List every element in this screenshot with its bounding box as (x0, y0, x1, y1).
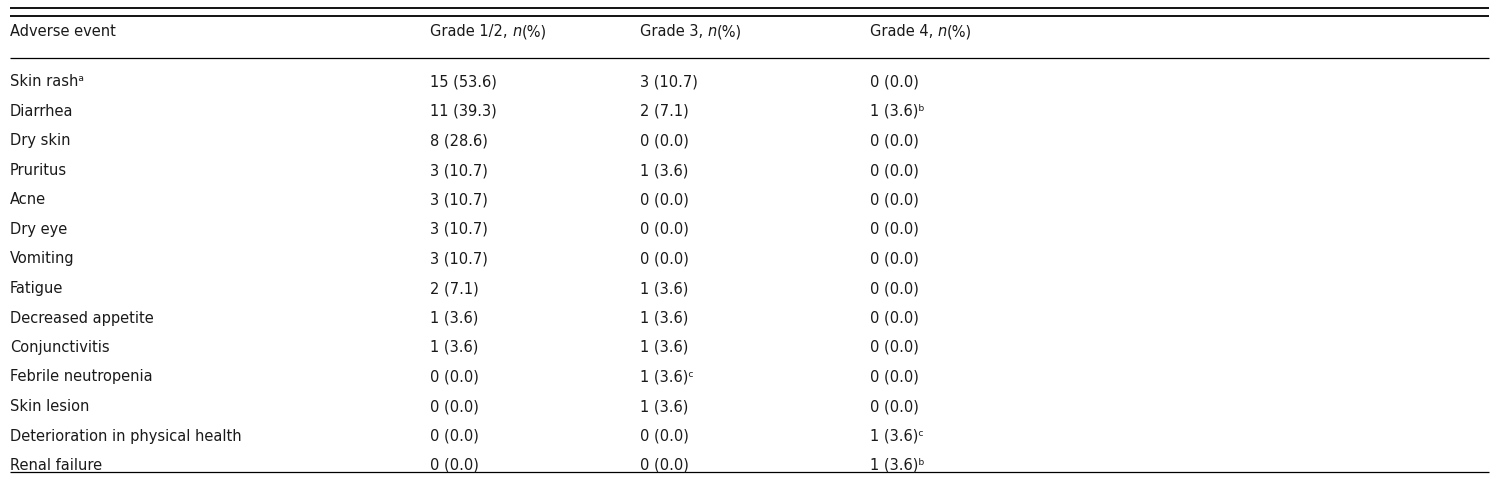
Text: Deterioration in physical health: Deterioration in physical health (10, 429, 241, 444)
Text: 1 (3.6)ᵇ: 1 (3.6)ᵇ (869, 104, 925, 119)
Text: Conjunctivitis: Conjunctivitis (10, 340, 109, 355)
Text: 0 (0.0): 0 (0.0) (869, 399, 919, 414)
Text: 8 (28.6): 8 (28.6) (430, 133, 487, 148)
Text: Febrile neutropenia: Febrile neutropenia (10, 370, 153, 384)
Text: 0 (0.0): 0 (0.0) (869, 192, 919, 207)
Text: Grade 1/2,: Grade 1/2, (430, 24, 513, 39)
Text: 1 (3.6): 1 (3.6) (430, 311, 478, 325)
Text: n: n (513, 24, 522, 39)
Text: 1 (3.6): 1 (3.6) (640, 340, 688, 355)
Text: 0 (0.0): 0 (0.0) (869, 74, 919, 89)
Text: Acne: Acne (10, 192, 46, 207)
Text: Diarrhea: Diarrhea (10, 104, 73, 119)
Text: 0 (0.0): 0 (0.0) (430, 429, 478, 444)
Text: 0 (0.0): 0 (0.0) (430, 458, 478, 473)
Text: 3 (10.7): 3 (10.7) (430, 163, 487, 178)
Text: 15 (53.6): 15 (53.6) (430, 74, 496, 89)
Text: Grade 4,: Grade 4, (869, 24, 938, 39)
Text: Skin rashᵃ: Skin rashᵃ (10, 74, 84, 89)
Text: (%): (%) (717, 24, 742, 39)
Text: Pruritus: Pruritus (10, 163, 67, 178)
Text: Adverse event: Adverse event (10, 24, 115, 39)
Text: 0 (0.0): 0 (0.0) (869, 163, 919, 178)
Text: 0 (0.0): 0 (0.0) (869, 340, 919, 355)
Text: 3 (10.7): 3 (10.7) (430, 252, 487, 266)
Text: 3 (10.7): 3 (10.7) (430, 192, 487, 207)
Text: 2 (7.1): 2 (7.1) (640, 104, 688, 119)
Text: 1 (3.6): 1 (3.6) (640, 281, 688, 296)
Text: 1 (3.6): 1 (3.6) (430, 340, 478, 355)
Text: 0 (0.0): 0 (0.0) (869, 252, 919, 266)
Text: (%): (%) (522, 24, 547, 39)
Text: 3 (10.7): 3 (10.7) (430, 222, 487, 237)
Text: 0 (0.0): 0 (0.0) (640, 252, 690, 266)
Text: Fatigue: Fatigue (10, 281, 63, 296)
Text: 1 (3.6)ᵇ: 1 (3.6)ᵇ (869, 458, 925, 473)
Text: Vomiting: Vomiting (10, 252, 75, 266)
Text: 3 (10.7): 3 (10.7) (640, 74, 699, 89)
Text: 0 (0.0): 0 (0.0) (640, 192, 690, 207)
Text: 0 (0.0): 0 (0.0) (640, 429, 690, 444)
Text: 11 (39.3): 11 (39.3) (430, 104, 496, 119)
Text: 0 (0.0): 0 (0.0) (869, 222, 919, 237)
Text: 0 (0.0): 0 (0.0) (869, 133, 919, 148)
Text: 1 (3.6): 1 (3.6) (640, 163, 688, 178)
Text: Renal failure: Renal failure (10, 458, 102, 473)
Text: 0 (0.0): 0 (0.0) (640, 133, 690, 148)
Text: 0 (0.0): 0 (0.0) (430, 370, 478, 384)
Text: Grade 3,: Grade 3, (640, 24, 708, 39)
Text: 0 (0.0): 0 (0.0) (640, 458, 690, 473)
Text: 1 (3.6): 1 (3.6) (640, 311, 688, 325)
Text: 0 (0.0): 0 (0.0) (869, 370, 919, 384)
Text: Skin lesion: Skin lesion (10, 399, 90, 414)
Text: 1 (3.6): 1 (3.6) (640, 399, 688, 414)
Text: (%): (%) (947, 24, 973, 39)
Text: 2 (7.1): 2 (7.1) (430, 281, 478, 296)
Text: n: n (938, 24, 947, 39)
Text: 0 (0.0): 0 (0.0) (640, 222, 690, 237)
Text: 0 (0.0): 0 (0.0) (869, 311, 919, 325)
Text: 0 (0.0): 0 (0.0) (430, 399, 478, 414)
Text: n: n (708, 24, 717, 39)
Text: 1 (3.6)ᶜ: 1 (3.6)ᶜ (869, 429, 923, 444)
Text: Dry skin: Dry skin (10, 133, 70, 148)
Text: Decreased appetite: Decreased appetite (10, 311, 154, 325)
Text: 0 (0.0): 0 (0.0) (869, 281, 919, 296)
Text: Dry eye: Dry eye (10, 222, 67, 237)
Text: 1 (3.6)ᶜ: 1 (3.6)ᶜ (640, 370, 694, 384)
